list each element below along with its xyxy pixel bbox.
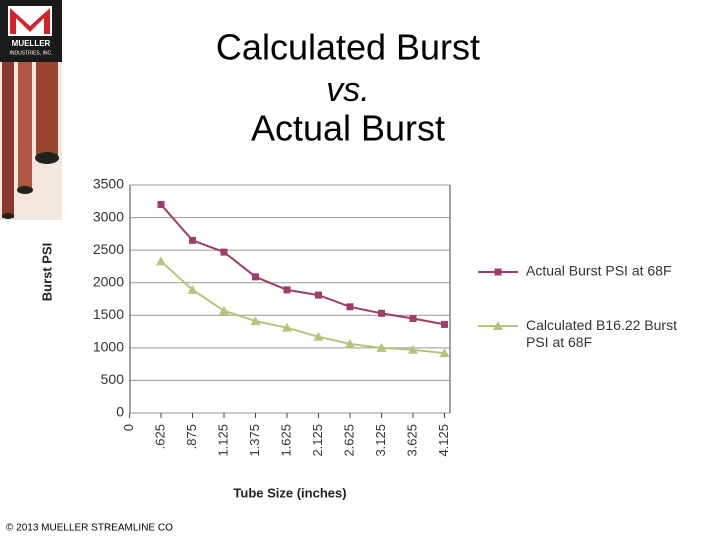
marker	[157, 201, 165, 209]
marker	[441, 320, 448, 328]
x-axis-label: Tube Size (inches)	[233, 485, 346, 500]
footer: © 2013 MUELLER STREAMLINE CO	[6, 523, 173, 534]
series-line	[160, 203, 445, 326]
marker	[315, 291, 322, 299]
marker	[313, 331, 324, 341]
x-tick-label: 1.125	[215, 424, 230, 457]
logo: MUELLER INDUSTRIES, INC.	[0, 0, 62, 62]
x-tick-label: 2.125	[310, 424, 325, 457]
y-tick-label: 1500	[93, 306, 124, 322]
y-axis-label: Burst PSI	[39, 243, 54, 302]
pipes-photo	[0, 60, 62, 220]
y-tick-label: 0	[116, 404, 124, 420]
marker	[408, 344, 418, 354]
title-line: vs.	[326, 71, 369, 109]
marker	[493, 321, 503, 330]
legend-label: Actual Burst PSI at 68F	[526, 263, 672, 279]
marker	[187, 284, 198, 294]
marker	[376, 342, 387, 352]
y-tick-label: 500	[101, 371, 125, 387]
marker	[494, 268, 502, 276]
marker	[219, 305, 229, 315]
marker	[346, 303, 354, 311]
y-tick-label: 3000	[93, 208, 124, 224]
x-tick-label: 3.125	[373, 424, 388, 457]
marker	[282, 322, 292, 332]
marker	[439, 348, 450, 358]
title-line: Actual Burst	[251, 108, 445, 149]
y-tick-label: 1000	[93, 339, 124, 355]
logo-sub: INDUSTRIES, INC.	[9, 50, 52, 56]
marker	[409, 315, 417, 323]
marker	[189, 236, 196, 244]
legend-label: Calculated B16.22 Burst PSI at 68F	[526, 317, 677, 350]
marker	[252, 273, 259, 281]
series-line	[160, 260, 445, 355]
marker	[378, 309, 385, 317]
title-line: Calculated Burst	[216, 27, 480, 68]
x-tick-label: 4.125	[436, 424, 451, 457]
marker	[283, 286, 291, 294]
logo-name: MUELLER	[12, 39, 51, 48]
x-tick-label: .875	[184, 424, 199, 449]
x-tick-label: 0	[121, 424, 136, 431]
x-tick-label: .625	[152, 424, 167, 449]
y-tick-label: 2500	[93, 241, 124, 257]
marker	[220, 248, 228, 256]
marker	[345, 338, 355, 348]
x-tick-label: 1.375	[247, 424, 262, 457]
x-tick-label: 2.625	[341, 424, 356, 457]
y-tick-label: 3500	[93, 176, 124, 192]
y-tick-label: 2000	[93, 273, 124, 289]
marker	[250, 316, 261, 326]
x-tick-label: 3.625	[404, 424, 419, 457]
x-tick-label: 1.625	[278, 424, 293, 457]
marker	[156, 256, 166, 266]
